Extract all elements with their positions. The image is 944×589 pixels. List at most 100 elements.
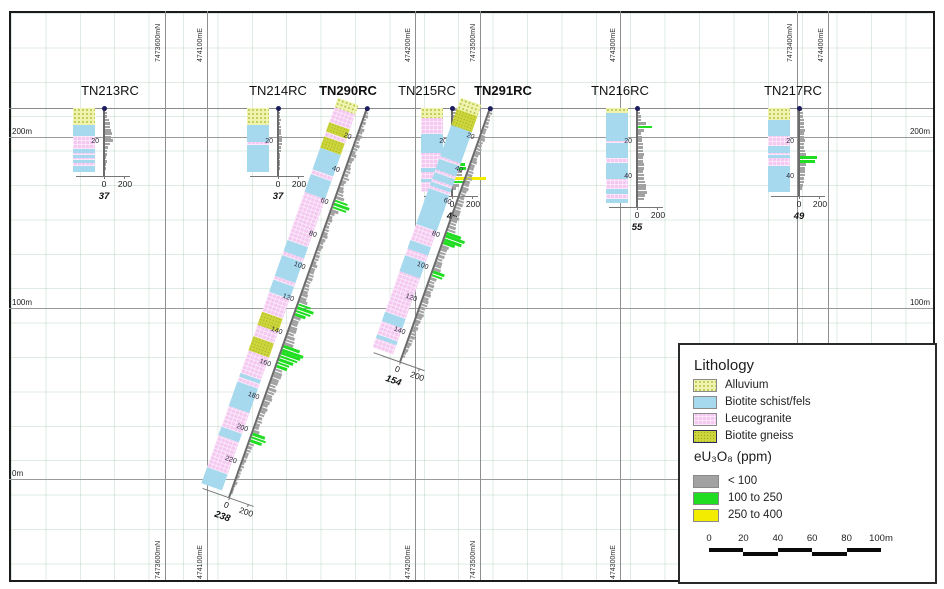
assay-bar <box>638 159 643 163</box>
legend-lithology-row: Biotite schist/fels <box>680 396 930 411</box>
drillhole-trace <box>636 108 638 207</box>
assay-bar <box>279 115 280 118</box>
legend-item-label: Biotite gneiss <box>725 430 794 442</box>
lithology-interval <box>606 188 628 194</box>
lithology-interval <box>768 152 790 156</box>
coordinate-gridline <box>415 11 416 580</box>
lithology-interval <box>768 155 790 158</box>
assay-bar <box>279 149 281 153</box>
lithology-strip <box>421 108 443 193</box>
assay-axis-max-label: 200 <box>812 199 828 210</box>
legend-grade-title: eU₃O₈ (ppm) <box>694 449 772 464</box>
lithology-interval <box>606 199 628 203</box>
assay-bar <box>105 163 106 167</box>
assay-axis-line <box>424 196 478 198</box>
scale-bar-segment <box>709 548 744 552</box>
end-depth-label: 37 <box>272 190 284 202</box>
assay-axis-line <box>771 196 825 198</box>
assay-bar <box>279 163 280 167</box>
assay-bar <box>279 139 282 142</box>
elevation-gridline <box>9 308 933 309</box>
drillhole-trace <box>798 108 800 197</box>
assay-bar <box>800 115 803 118</box>
assay-bar <box>800 132 804 136</box>
legend-item-label: < 100 <box>728 475 758 487</box>
collar-dot <box>635 106 640 111</box>
lithology-interval <box>247 144 269 172</box>
lithology-strip <box>768 108 790 193</box>
lithology-interval <box>606 113 628 141</box>
assay-bar <box>800 146 804 149</box>
assay-bar <box>800 170 805 173</box>
assay-bar <box>638 153 644 156</box>
assay-bar <box>800 183 803 187</box>
scale-bar-tick-label: 40 <box>772 533 784 544</box>
coordinate-gridline <box>207 11 208 580</box>
lithology-interval <box>247 142 269 145</box>
assay-axis-max-label: 200 <box>650 209 666 220</box>
scale-bar-segment <box>846 548 881 552</box>
coordinate-gridline <box>797 11 798 580</box>
scale-bar-segment <box>777 548 813 552</box>
elevation-label-right: 200m <box>909 127 930 136</box>
lithology-interval <box>421 133 443 153</box>
assay-bar <box>638 115 641 118</box>
assay-bar <box>279 118 281 122</box>
assay-axis-tick <box>451 196 453 200</box>
assay-axis-max-label: 200 <box>465 199 481 210</box>
assay-bar <box>800 177 804 180</box>
assay-axis-tick <box>818 196 820 200</box>
depth-tick-label: 40 <box>624 172 632 180</box>
assay-bar <box>279 153 281 156</box>
assay-bar <box>105 156 107 160</box>
lithology-interval <box>73 135 95 150</box>
legend-grade-row: 100 to 250 <box>680 492 930 507</box>
assay-bar <box>800 111 803 115</box>
assay-axis-zero-label: 0 <box>101 178 107 189</box>
hole-name-label: TN290RC <box>319 83 377 98</box>
assay-bar <box>105 128 111 132</box>
legend-item-label: 100 to 250 <box>728 492 783 504</box>
assay-bar <box>638 183 646 187</box>
depth-tick-label: 20 <box>265 138 273 146</box>
assay-axis-tick <box>297 175 299 179</box>
legend-item-label: Biotite schist/fels <box>725 396 811 408</box>
assay-bar <box>800 163 806 167</box>
assay-axis-zero-label: 0 <box>449 199 455 210</box>
lithology-interval <box>247 108 269 126</box>
lithology-interval <box>606 143 628 158</box>
assay-bar <box>638 118 641 122</box>
assay-bar <box>279 128 281 132</box>
legend-item-label: 250 to 400 <box>728 509 783 521</box>
assay-bar <box>105 139 113 142</box>
grade-swatch <box>693 475 719 488</box>
assay-axis-tick <box>471 196 473 200</box>
assay-bar <box>800 142 804 146</box>
assay-bar <box>105 118 109 122</box>
assay-bar <box>638 146 643 149</box>
assay-bar <box>638 149 643 153</box>
assay-bar <box>638 194 645 198</box>
lithology-interval <box>606 108 628 114</box>
assay-bar <box>453 183 459 187</box>
assay-bar <box>638 132 641 136</box>
depth-tick-label: 20 <box>91 138 99 146</box>
collar-dot <box>797 106 802 111</box>
lithology-interval <box>768 108 790 121</box>
assay-axis-max-label: 200 <box>291 178 307 189</box>
assay-bar <box>638 173 644 177</box>
depth-tick-label: 40 <box>786 172 794 180</box>
assay-bar <box>638 170 643 173</box>
lithology-interval <box>73 125 95 136</box>
scale-bar-tick-label: 80 <box>841 533 852 544</box>
assay-axis-zero-label: 0 <box>634 209 640 220</box>
assay-bar <box>105 111 107 115</box>
collar-dot <box>276 106 281 111</box>
legend-title: Lithology <box>694 357 755 374</box>
lithology-interval <box>421 171 443 179</box>
assay-bar <box>638 166 644 170</box>
legend-item-label: Leucogranite <box>725 413 792 425</box>
scale-bar-tick-label: 20 <box>738 533 749 544</box>
assay-bar <box>800 118 804 122</box>
assay-bar <box>105 166 106 170</box>
